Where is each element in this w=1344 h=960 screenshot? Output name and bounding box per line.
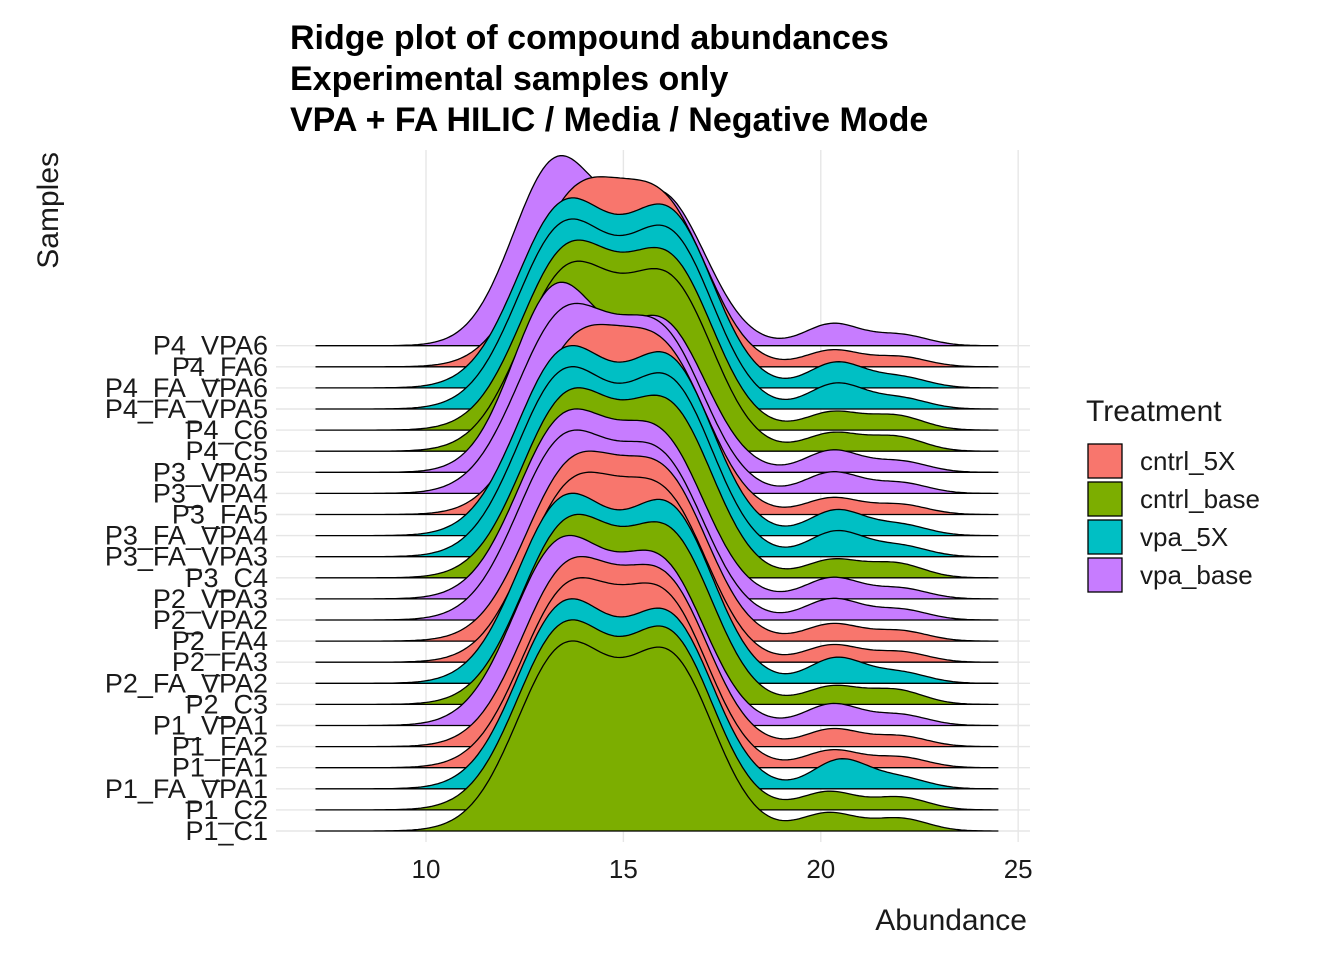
y-tick-label: P3_VPA4 [153,478,268,508]
chart-title-line-3: VPA + FA HILIC / Media / Negative Mode [290,101,929,139]
legend: Treatment cntrl_5X cntrl_base vpa_5X vpa_ba… [1086,395,1260,593]
y-tick-label: P3_FA_VPA3 [105,542,268,572]
y-tick-label: P1_FA1 [172,753,268,783]
legend-label: cntrl_5X [1140,446,1235,476]
y-tick-label: P2_C3 [185,689,268,719]
x-axis-tick-labels: 10 15 20 25 [412,854,1033,884]
y-tick-label: P4_C6 [185,415,268,445]
legend-swatch [1087,443,1123,479]
legend-swatch [1087,519,1123,555]
y-tick-label: P1_FA2 [172,732,268,762]
x-tick-label: 10 [412,854,441,884]
legend-label: vpa_5X [1140,522,1228,552]
chart-title: Ridge plot of compound abundances Experi… [290,18,1050,141]
legend-label: cntrl_base [1140,484,1260,514]
y-tick-label: P4_VPA6 [153,331,268,361]
y-tick-label: P3_VPA5 [153,457,268,487]
chart-title-line-2: Experimental samples only [290,60,729,98]
legend-swatch [1087,557,1123,593]
legend-title: Treatment [1086,395,1222,428]
y-tick-label: P4_C5 [185,436,268,466]
y-tick-label: P2_FA_VPA2 [105,668,268,698]
y-tick-label: P2_VPA2 [153,605,268,635]
y-tick-label: P4_FA_VPA5 [105,394,268,424]
y-tick-label: P1_C1 [185,816,268,846]
legend-swatch [1087,481,1123,517]
y-tick-label: P1_C2 [185,795,268,825]
x-tick-label: 20 [806,854,835,884]
y-tick-label: P2_FA4 [172,626,268,656]
x-tick-label: 25 [1004,854,1033,884]
ridge-series [315,155,999,832]
y-tick-label: P3_C4 [185,563,268,593]
x-tick-label: 15 [609,854,638,884]
y-tick-label: P3_FA_VPA4 [105,521,268,551]
y-tick-label: P2_FA3 [172,647,268,677]
y-tick-label: P4_FA6 [172,352,268,382]
legend-label: vpa_base [1140,560,1253,590]
y-tick-label: P3_FA5 [172,500,268,530]
y-tick-label: P1_FA_VPA1 [105,774,268,804]
y-tick-label: P1_VPA1 [153,711,268,741]
chart-title-line-1: Ridge plot of compound abundances [290,19,889,57]
y-axis-title: Samples [32,152,65,269]
x-axis-title: Abundance [875,904,1027,937]
y-tick-label: P2_VPA3 [153,584,268,614]
y-tick-label: P4_FA_VPA6 [105,373,268,403]
y-axis-tick-labels: P1_C1P1_C2P1_FA_VPA1P1_FA1P1_FA2P1_VPA1P… [105,331,268,846]
ridge-p1-c1 [315,640,999,832]
